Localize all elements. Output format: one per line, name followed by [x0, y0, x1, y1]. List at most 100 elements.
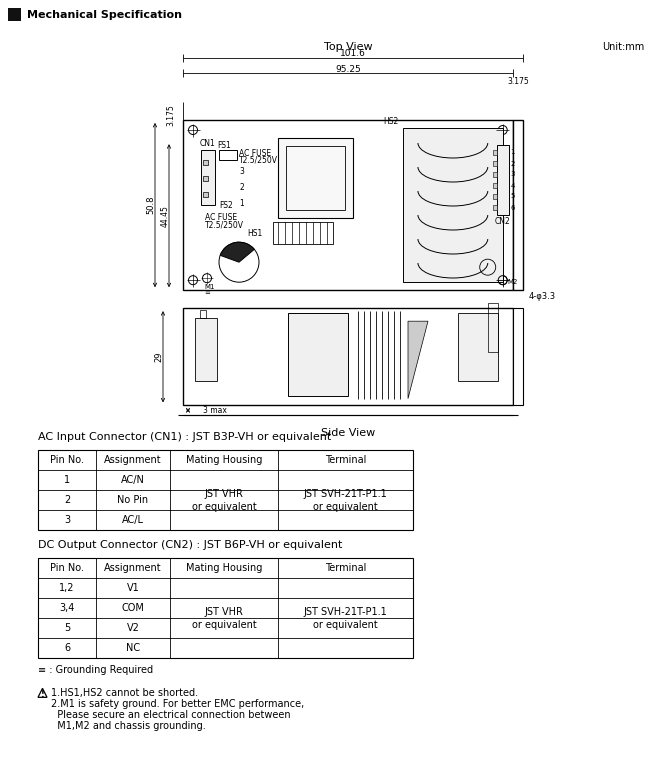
- Text: 1: 1: [64, 476, 70, 486]
- Text: ≡ : Grounding Required: ≡ : Grounding Required: [38, 665, 153, 676]
- Text: M2: M2: [508, 279, 518, 285]
- Text: 2.M1 is safety ground. For better EMC performance,: 2.M1 is safety ground. For better EMC pe…: [51, 699, 304, 709]
- Text: No Pin: No Pin: [117, 496, 149, 506]
- Text: 95.25: 95.25: [335, 65, 360, 73]
- Text: Mechanical Specification: Mechanical Specification: [27, 10, 182, 20]
- Bar: [203, 192, 208, 197]
- Bar: [513, 308, 523, 405]
- Text: 5: 5: [64, 623, 70, 633]
- Text: HS2: HS2: [383, 117, 398, 127]
- Text: 3.175: 3.175: [507, 77, 529, 86]
- Text: Pin No.: Pin No.: [50, 455, 84, 466]
- Text: AC FUSE: AC FUSE: [205, 212, 237, 222]
- Text: AC/L: AC/L: [122, 516, 144, 525]
- Text: 1: 1: [239, 199, 244, 208]
- Bar: [286, 146, 345, 210]
- Text: Side View: Side View: [321, 428, 375, 438]
- Text: 2: 2: [511, 161, 515, 167]
- Polygon shape: [408, 321, 428, 398]
- Wedge shape: [220, 242, 255, 262]
- Text: V1: V1: [127, 584, 139, 594]
- Text: Mating Housing: Mating Housing: [186, 564, 262, 574]
- Text: CN2: CN2: [495, 218, 511, 226]
- Text: DC Output Connector (CN2) : JST B6P-VH or equivalent: DC Output Connector (CN2) : JST B6P-VH o…: [38, 540, 342, 550]
- Bar: [203, 160, 208, 165]
- Text: 4: 4: [511, 182, 515, 188]
- Text: M1,M2 and chassis grounding.: M1,M2 and chassis grounding.: [51, 721, 206, 731]
- Text: 6: 6: [511, 205, 515, 211]
- Bar: [492, 183, 496, 188]
- Text: 3.175: 3.175: [167, 104, 176, 126]
- Bar: [203, 176, 208, 181]
- Text: FS2: FS2: [219, 201, 232, 209]
- Text: 101.6: 101.6: [340, 49, 366, 59]
- Text: 5: 5: [511, 194, 515, 199]
- Bar: [183, 120, 513, 290]
- Text: Please secure an electrical connection between: Please secure an electrical connection b…: [51, 710, 291, 720]
- Text: 1,2: 1,2: [59, 584, 75, 594]
- Text: FS1: FS1: [217, 141, 230, 150]
- Bar: [492, 150, 496, 155]
- Text: 2: 2: [239, 184, 244, 192]
- Text: 3: 3: [64, 516, 70, 525]
- Text: 29: 29: [155, 351, 163, 362]
- Text: CN1: CN1: [200, 140, 216, 148]
- Bar: [201, 150, 215, 205]
- Bar: [219, 150, 237, 160]
- Text: JST SVH-21T-P1.1
or equivalent: JST SVH-21T-P1.1 or equivalent: [304, 607, 387, 630]
- Text: 4-φ3.3: 4-φ3.3: [529, 292, 555, 300]
- Text: Mating Housing: Mating Housing: [186, 455, 262, 466]
- Circle shape: [219, 242, 259, 283]
- Text: Terminal: Terminal: [325, 564, 366, 574]
- Text: COM: COM: [121, 604, 145, 613]
- Bar: [492, 194, 496, 199]
- Bar: [488, 303, 498, 352]
- Bar: [492, 205, 496, 210]
- Text: 3,4: 3,4: [60, 604, 74, 613]
- Bar: [8, 8, 21, 21]
- Text: V2: V2: [127, 623, 139, 633]
- Bar: [200, 310, 206, 318]
- Text: JST VHR
or equivalent: JST VHR or equivalent: [192, 489, 257, 512]
- Text: NC: NC: [126, 643, 140, 653]
- Bar: [38, 450, 413, 530]
- Text: HS1: HS1: [248, 229, 263, 238]
- Bar: [278, 138, 353, 218]
- Bar: [458, 313, 498, 381]
- Text: 3: 3: [511, 171, 515, 178]
- Text: AC/N: AC/N: [121, 476, 145, 486]
- Text: AC Input Connector (CN1) : JST B3P-VH or equivalent: AC Input Connector (CN1) : JST B3P-VH or…: [38, 432, 331, 442]
- Bar: [183, 308, 513, 405]
- Text: 3: 3: [239, 168, 244, 177]
- Bar: [273, 222, 333, 244]
- Text: 50.8: 50.8: [147, 196, 155, 215]
- Text: 1.HS1,HS2 cannot be shorted.: 1.HS1,HS2 cannot be shorted.: [51, 689, 198, 699]
- Text: 2: 2: [64, 496, 70, 506]
- Bar: [288, 313, 348, 396]
- Bar: [403, 128, 502, 283]
- Text: Assignment: Assignment: [105, 455, 162, 466]
- Text: AC FUSE: AC FUSE: [239, 148, 271, 157]
- Text: Top View: Top View: [324, 42, 372, 52]
- Bar: [38, 558, 413, 659]
- Text: Assignment: Assignment: [105, 564, 162, 574]
- Bar: [195, 318, 217, 381]
- Text: 6: 6: [64, 643, 70, 653]
- Text: M1: M1: [204, 284, 214, 290]
- Bar: [513, 120, 523, 290]
- Text: !: !: [41, 689, 44, 699]
- Text: JST VHR
or equivalent: JST VHR or equivalent: [192, 607, 257, 630]
- Bar: [496, 145, 509, 215]
- Text: Terminal: Terminal: [325, 455, 366, 466]
- Text: ≡: ≡: [204, 290, 210, 295]
- Text: Unit:mm: Unit:mm: [602, 42, 644, 52]
- Bar: [492, 172, 496, 177]
- Text: 1: 1: [511, 150, 515, 155]
- Text: Pin No.: Pin No.: [50, 564, 84, 574]
- Text: 44.45: 44.45: [161, 205, 170, 227]
- Text: 3 max: 3 max: [203, 406, 227, 415]
- Bar: [492, 161, 496, 166]
- Text: T2.5/250V: T2.5/250V: [205, 221, 244, 229]
- Text: JST SVH-21T-P1.1
or equivalent: JST SVH-21T-P1.1 or equivalent: [304, 489, 387, 512]
- Text: T2.5/250V: T2.5/250V: [239, 155, 278, 164]
